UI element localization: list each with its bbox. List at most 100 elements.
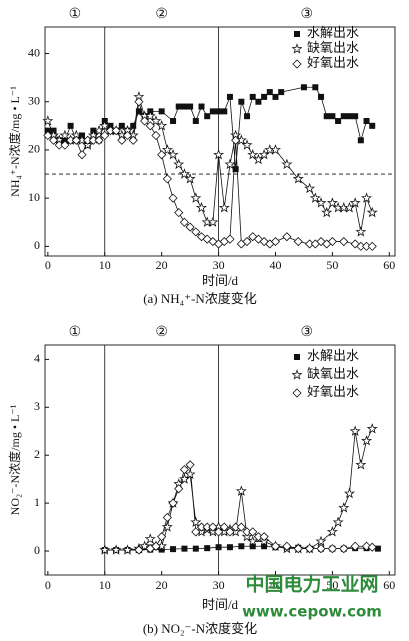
- square-marker: [249, 543, 256, 550]
- square-marker: [363, 118, 370, 125]
- diamond-marker: [282, 232, 292, 242]
- plot-frame: [44, 344, 396, 576]
- square-marker: [255, 98, 262, 105]
- star-marker: [315, 197, 327, 208]
- square-marker: [340, 113, 347, 120]
- x-tick-label: 60: [383, 578, 395, 592]
- y-axis-label: NO₂⁻-N浓度/mg • L⁻¹: [7, 404, 22, 515]
- square-marker: [300, 84, 307, 91]
- star-marker: [326, 526, 338, 537]
- star-marker: [332, 516, 344, 527]
- diamond-marker: [327, 544, 337, 554]
- square-marker: [352, 113, 359, 120]
- diamond-marker: [270, 236, 281, 247]
- star-marker: [343, 487, 355, 499]
- legend-label: 缺氧出水: [307, 366, 359, 381]
- phase-label: ③: [301, 7, 314, 22]
- diamond-marker: [367, 542, 377, 552]
- legend-label: 水解出水: [307, 25, 359, 40]
- diamond-marker: [162, 512, 172, 523]
- diamond-marker: [248, 527, 258, 537]
- square-marker: [187, 103, 194, 110]
- y-tick-label: 3: [34, 399, 40, 413]
- diamond-marker: [174, 208, 184, 218]
- y-axis-label: NH₄⁺-N浓度/mg • L⁻¹: [7, 86, 22, 197]
- diamond-marker: [191, 527, 201, 537]
- square-marker: [329, 113, 336, 120]
- diamond-marker: [174, 484, 184, 494]
- star-marker: [361, 435, 373, 446]
- star-marker: [218, 202, 230, 213]
- square-marker: [261, 543, 268, 550]
- star-marker: [366, 423, 378, 434]
- star-marker: [144, 533, 156, 544]
- square-marker: [118, 122, 125, 129]
- square-marker: [238, 98, 245, 105]
- star-marker: [167, 148, 179, 160]
- diamond-marker: [117, 135, 127, 145]
- star-marker: [315, 535, 327, 547]
- star-marker: [326, 197, 338, 208]
- diamond-marker: [293, 544, 303, 554]
- star-marker: [224, 158, 236, 170]
- diamond-marker: [339, 544, 349, 554]
- y-tick-label: 0: [34, 238, 40, 252]
- square-marker: [215, 108, 222, 115]
- star-marker: [355, 459, 367, 470]
- diamond-marker: [292, 388, 302, 398]
- square-marker: [312, 84, 319, 91]
- square-marker: [170, 118, 177, 125]
- square-marker: [130, 122, 137, 129]
- diamond-marker: [151, 541, 161, 551]
- square-marker: [209, 108, 216, 115]
- square-marker: [204, 113, 211, 120]
- x-tick-label: 20: [156, 578, 168, 592]
- chart-caption: (b) NO₂⁻-N浓度变化: [143, 621, 257, 636]
- star-marker: [338, 502, 350, 513]
- legend-label: 水解出水: [307, 348, 359, 363]
- diamond-marker: [292, 59, 302, 69]
- square-marker: [44, 127, 51, 134]
- diamond-marker: [128, 135, 138, 145]
- star-marker: [190, 516, 202, 527]
- plot: 0 10 20 30 40 50 60 0 10 20 30 40 ① ② ③ 水解出水缺氧出水好氧出水时间/…: [7, 7, 396, 306]
- star-marker: [349, 425, 361, 436]
- y-tick-label: 0: [34, 543, 40, 557]
- diamond-marker: [43, 130, 53, 141]
- x-tick-label: 30: [213, 578, 225, 592]
- star-marker: [150, 115, 162, 126]
- square-marker: [278, 89, 285, 96]
- star-marker: [207, 216, 219, 227]
- star-marker: [366, 206, 378, 218]
- phase-label: ②: [155, 7, 168, 22]
- diamond-marker: [219, 522, 229, 532]
- star-marker: [161, 521, 173, 532]
- diamond-marker: [270, 541, 281, 551]
- star-marker: [281, 158, 293, 170]
- diamond-marker: [179, 465, 189, 475]
- star-marker: [309, 192, 321, 203]
- legend-label: 缺氧出水: [307, 40, 359, 55]
- x-tick-label: 50: [326, 578, 338, 592]
- star-marker: [292, 173, 304, 184]
- diamond-marker: [111, 126, 121, 136]
- diamond-marker: [48, 135, 59, 145]
- square-marker: [181, 545, 188, 552]
- star-marker: [252, 153, 264, 165]
- star-marker: [173, 158, 185, 170]
- x-tick-label: 60: [383, 258, 395, 272]
- diamond-marker: [225, 234, 235, 244]
- square-marker: [135, 108, 142, 115]
- star-marker: [59, 129, 71, 141]
- diamond-marker: [208, 522, 218, 532]
- square-marker: [215, 544, 222, 551]
- diamond-marker: [145, 121, 155, 131]
- square-marker: [238, 543, 245, 550]
- y-tick-label: 4: [34, 351, 40, 365]
- square-marker: [335, 118, 342, 125]
- diamond-marker: [350, 541, 360, 551]
- y-tick-label: 2: [34, 447, 40, 461]
- square-marker: [204, 545, 211, 552]
- diamond-marker: [361, 541, 372, 551]
